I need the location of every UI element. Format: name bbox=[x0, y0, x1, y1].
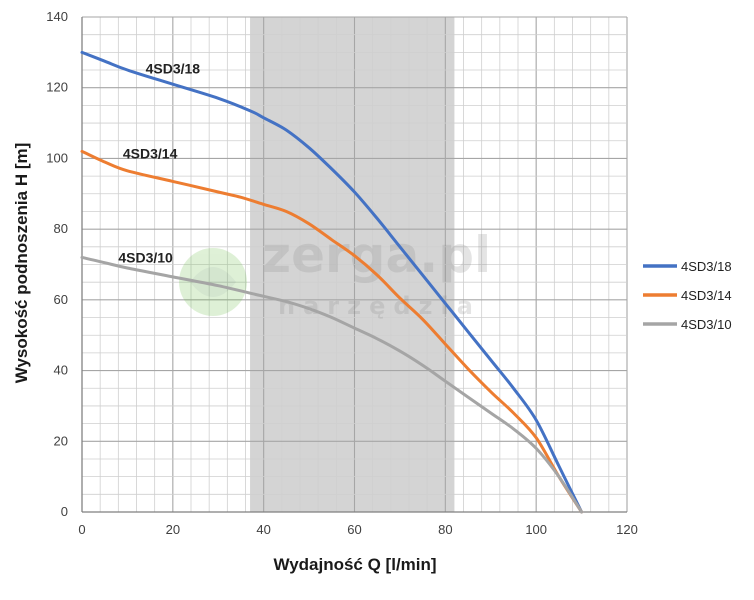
series-line-4sd3-18 bbox=[80, 50, 584, 514]
x-axis-title: Wydajność Q [l/min] bbox=[273, 555, 436, 574]
legend-label: 4SD3/18 bbox=[681, 259, 732, 274]
series-layer bbox=[80, 50, 584, 514]
y-axis-title: Wysokość podnoszenia H [m] bbox=[12, 143, 31, 384]
y-tick-label: 60 bbox=[54, 292, 68, 307]
y-tick-label: 80 bbox=[54, 221, 68, 236]
series-line-4sd3-14 bbox=[80, 149, 584, 514]
y-tick-label: 100 bbox=[46, 150, 68, 165]
watermark-tagline: narzędzia bbox=[278, 292, 481, 320]
y-tick-label: 120 bbox=[46, 80, 68, 95]
legend: 4SD3/18 4SD3/14 4SD3/10 bbox=[643, 259, 732, 332]
y-tick-label: 20 bbox=[54, 433, 68, 448]
y-tick-label: 40 bbox=[54, 363, 68, 378]
x-tick-label: 100 bbox=[525, 522, 547, 537]
series-line-4sd3-10 bbox=[80, 255, 584, 514]
x-tick-label: 0 bbox=[78, 522, 85, 537]
x-tick-label: 20 bbox=[166, 522, 180, 537]
legend-label: 4SD3/14 bbox=[681, 288, 732, 303]
x-tick-label: 60 bbox=[347, 522, 361, 537]
y-tick-label: 140 bbox=[46, 9, 68, 24]
x-tick-label: 40 bbox=[256, 522, 270, 537]
x-tick-label: 80 bbox=[438, 522, 452, 537]
axes-layer: 0 20 40 60 80 100 120 0 20 40 60 80 100 120 140 bbox=[46, 9, 638, 537]
y-tick-label: 0 bbox=[61, 504, 68, 519]
x-tick-label: 120 bbox=[616, 522, 638, 537]
curve-label-layer: 4SD3/18 4SD3/14 4SD3/10 bbox=[118, 61, 200, 266]
legend-label: 4SD3/10 bbox=[681, 317, 732, 332]
watermark-logo-icon bbox=[179, 248, 247, 316]
curve-label: 4SD3/18 bbox=[146, 61, 201, 77]
curve-label: 4SD3/14 bbox=[123, 145, 178, 161]
curve-label: 4SD3/10 bbox=[118, 250, 173, 266]
